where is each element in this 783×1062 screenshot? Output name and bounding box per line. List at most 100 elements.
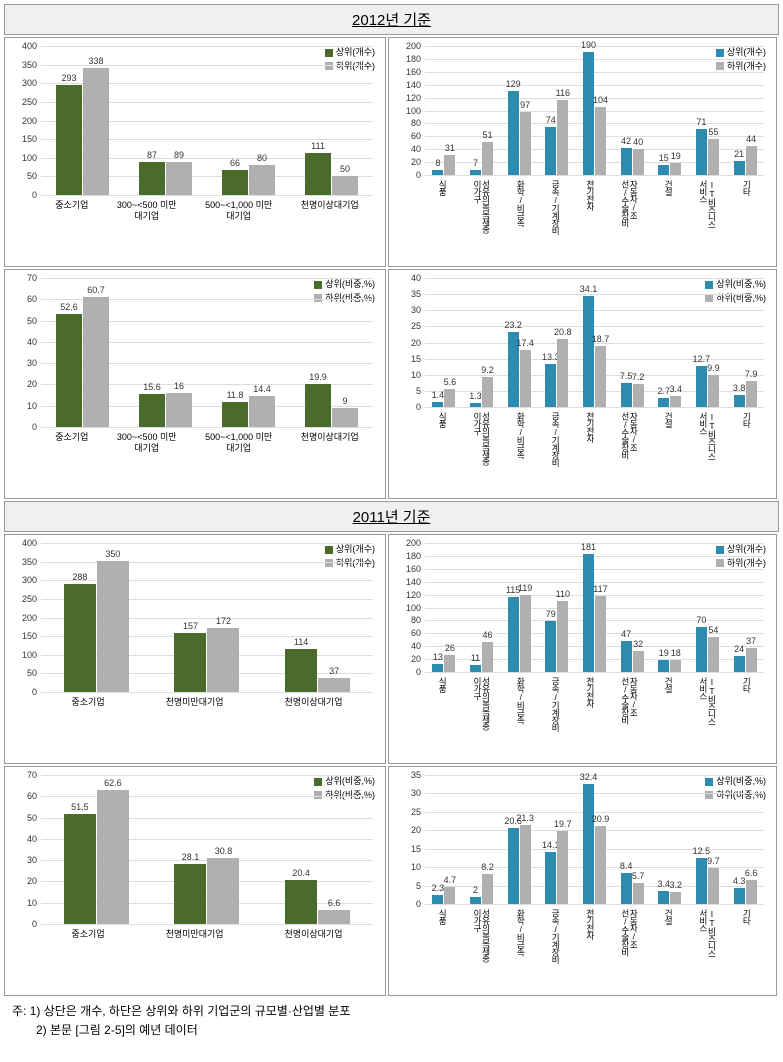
bar: 7.5 bbox=[621, 383, 632, 407]
bar-value-label: 7.9 bbox=[745, 369, 758, 379]
bars-area: 1.45.61.39.223.217.413.320.834.118.77.57… bbox=[425, 278, 764, 407]
gridline bbox=[41, 427, 373, 428]
bar-value-label: 3.4 bbox=[670, 384, 683, 394]
bar: 172 bbox=[207, 628, 239, 693]
bar: 4.7 bbox=[444, 887, 455, 904]
bar-value-label: 32 bbox=[633, 639, 643, 649]
ytick: 0 bbox=[397, 402, 421, 412]
xlabel: IT비즈니스서비스 bbox=[699, 677, 716, 732]
xlabel: 금속/기계장비 bbox=[551, 677, 560, 732]
bar: 40 bbox=[633, 149, 644, 175]
bar-value-label: 181 bbox=[581, 542, 596, 552]
chart-2011-bl: 상위(비중,%)하위(비중,%)01020304050607051.562.62… bbox=[4, 766, 386, 996]
footnote-line2: 2) 본문 [그림 2-5]의 예년 데이터 bbox=[12, 1021, 779, 1040]
bar: 44 bbox=[746, 146, 757, 175]
ytick: 30 bbox=[13, 855, 37, 865]
ytick: 40 bbox=[13, 834, 37, 844]
chart-2011-tr: 상위(개수)하위(개수)0204060801001201401601802001… bbox=[388, 534, 777, 764]
bar-group: 32.420.9 bbox=[583, 784, 606, 904]
xlabel: 전기전자 bbox=[586, 677, 595, 732]
bars-area: 52.660.715.61611.814.419.99 bbox=[41, 278, 373, 427]
bar: 7 bbox=[470, 170, 481, 175]
bar-value-label: 19.7 bbox=[554, 819, 572, 829]
bar: 55 bbox=[708, 139, 719, 175]
bar: 20.9 bbox=[595, 826, 606, 904]
plot-area: 0501001502002503003504002933388789668011… bbox=[41, 46, 373, 196]
ytick: 100 bbox=[397, 106, 421, 116]
bar: 80 bbox=[249, 165, 275, 195]
bar-value-label: 21.3 bbox=[516, 813, 534, 823]
ytick: 0 bbox=[397, 170, 421, 180]
bar: 14.4 bbox=[249, 396, 275, 427]
gridline bbox=[425, 175, 764, 176]
bar: 52.6 bbox=[56, 314, 82, 427]
bar-group: 52.660.7 bbox=[56, 297, 109, 427]
bar-value-label: 66 bbox=[230, 158, 240, 168]
bar: 129 bbox=[508, 91, 519, 175]
bar-value-label: 11.8 bbox=[227, 390, 244, 400]
ytick: 250 bbox=[13, 594, 37, 604]
bar: 87 bbox=[139, 162, 165, 195]
gridline bbox=[41, 692, 373, 693]
bars-area: 28835015717211437 bbox=[41, 543, 373, 692]
xlabel: 천명미만대기업 bbox=[166, 697, 224, 708]
xlabel: 성유의복목재종이가구 bbox=[473, 677, 490, 732]
bar-value-label: 52.6 bbox=[60, 302, 78, 312]
xlabel: 식품 bbox=[438, 677, 447, 732]
chart-2011-tl: 상위(개수)하위(개수)0501001502002503003504002883… bbox=[4, 534, 386, 764]
row-2012-bot: 상위(비중,%)하위(비중,%)01020304050607052.660.71… bbox=[4, 269, 779, 499]
bar-group: 11.814.4 bbox=[222, 396, 275, 427]
xlabel: 중소기업 bbox=[71, 929, 104, 940]
bar-value-label: 7.2 bbox=[632, 372, 645, 382]
ytick: 150 bbox=[13, 631, 37, 641]
chart-2012-bl: 상위(비중,%)하위(비중,%)01020304050607052.660.71… bbox=[4, 269, 386, 499]
ytick: 30 bbox=[397, 788, 421, 798]
bar-value-label: 70 bbox=[696, 615, 706, 625]
xlabel: 자동차/조선/수술장비 bbox=[621, 909, 638, 964]
ytick: 5 bbox=[397, 386, 421, 396]
bar: 19.9 bbox=[305, 384, 331, 427]
xlabel: 금속/기계장비 bbox=[551, 909, 560, 964]
ytick: 20 bbox=[397, 654, 421, 664]
ytick: 60 bbox=[397, 628, 421, 638]
bar-value-label: 60.7 bbox=[87, 285, 105, 295]
ytick: 100 bbox=[13, 153, 37, 163]
bar-value-label: 129 bbox=[506, 79, 521, 89]
ytick: 350 bbox=[13, 557, 37, 567]
bar: 20.4 bbox=[285, 880, 317, 924]
xlabel: 기타 bbox=[742, 909, 751, 964]
bars-area: 2933388789668011150 bbox=[41, 46, 373, 195]
bar: 74 bbox=[545, 127, 556, 175]
bar: 97 bbox=[520, 112, 531, 175]
ytick: 80 bbox=[397, 615, 421, 625]
bar: 42 bbox=[621, 148, 632, 175]
gridline bbox=[425, 904, 764, 905]
xlabel: 천명이상대기업 bbox=[301, 432, 359, 454]
bar-value-label: 19 bbox=[659, 648, 669, 658]
bar: 11 bbox=[470, 665, 481, 672]
bar-group: 288350 bbox=[64, 561, 129, 692]
bar-value-label: 24 bbox=[734, 644, 744, 654]
chart-2012-tl: 상위(개수)하위(개수)0501001502002503003504002933… bbox=[4, 37, 386, 267]
bar-value-label: 11 bbox=[471, 653, 480, 663]
bar-value-label: 34.1 bbox=[580, 284, 598, 294]
xlabel: 건설 bbox=[664, 180, 673, 235]
bar: 34.1 bbox=[583, 296, 594, 407]
ytick: 35 bbox=[397, 289, 421, 299]
bar-value-label: 51.5 bbox=[71, 802, 89, 812]
xlabel: 중소기업 bbox=[55, 432, 88, 454]
ytick: 40 bbox=[13, 337, 37, 347]
bar-group: 115119 bbox=[508, 595, 531, 672]
xlabel: 성유의복목재종이가구 bbox=[473, 412, 490, 467]
plot-area: 0501001502002503003504002883501571721143… bbox=[41, 543, 373, 693]
xlabel: 500~<1,000 미만 대기업 bbox=[205, 432, 272, 454]
bar: 21 bbox=[734, 161, 745, 175]
bar-value-label: 42 bbox=[621, 136, 631, 146]
xlabel: 천명이상대기업 bbox=[285, 929, 343, 940]
bar-value-label: 350 bbox=[105, 549, 120, 559]
xlabel: 천명이상대기업 bbox=[285, 697, 343, 708]
bar: 7.9 bbox=[746, 381, 757, 407]
bar-value-label: 26 bbox=[445, 643, 455, 653]
xlabel: 화학/비금속 bbox=[516, 180, 525, 235]
xlabel: 건설 bbox=[664, 677, 673, 732]
